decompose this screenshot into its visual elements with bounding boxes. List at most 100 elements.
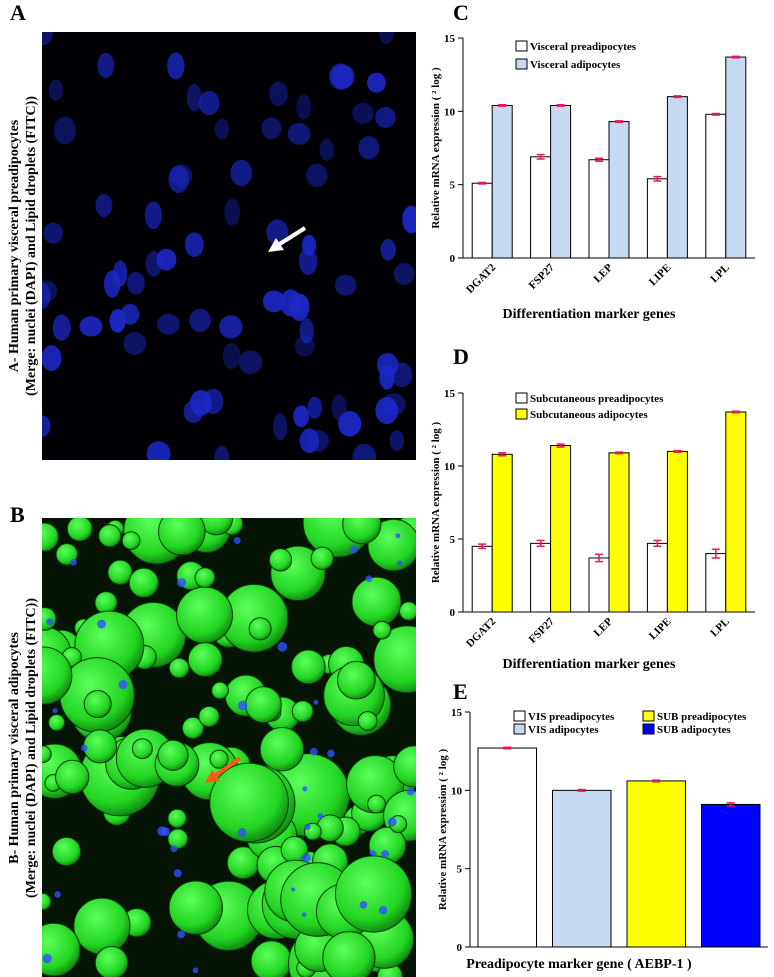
- droplet: [268, 548, 293, 572]
- nucleus: [273, 413, 288, 441]
- x-tick-label: FSP27: [527, 261, 557, 291]
- droplet: [259, 726, 305, 772]
- caption-line: (Merge: nuclei (DAPI) and Lipid droplets…: [24, 96, 39, 396]
- droplet: [42, 745, 52, 764]
- error-bar: [478, 181, 487, 185]
- nucleus: [395, 533, 401, 539]
- nucleus: [393, 262, 415, 286]
- error-bar: [615, 120, 623, 124]
- nucleus: [338, 411, 362, 437]
- legend-swatch: [515, 392, 528, 404]
- legend-label: SUB preadipocytes: [657, 711, 747, 723]
- nucleus: [96, 619, 107, 629]
- error-bar: [711, 112, 720, 116]
- droplet: [107, 559, 133, 585]
- x-axis-title: Differentiation marker genes: [503, 307, 676, 322]
- droplet: [310, 546, 334, 571]
- nucleus: [327, 749, 335, 758]
- nucleus: [402, 205, 416, 234]
- droplet: [82, 729, 118, 764]
- nucleus: [42, 415, 51, 437]
- error-bar: [503, 746, 512, 750]
- bar: [608, 121, 630, 259]
- error-bar: [498, 452, 507, 457]
- x-axis-title: Differentiation marker genes: [503, 657, 676, 672]
- bar: [666, 450, 688, 613]
- bar: [646, 178, 668, 259]
- nucleus: [192, 967, 199, 974]
- nucleus: [262, 290, 285, 313]
- nucleus: [397, 560, 403, 566]
- nucleus: [296, 94, 312, 120]
- x-tick-label: LPL: [708, 616, 732, 640]
- droplet: [322, 931, 376, 977]
- droplet: [167, 828, 189, 850]
- x-tick-label: FSP27: [527, 615, 557, 645]
- caption: A- Human primary visceral preadipocytes …: [7, 96, 39, 396]
- panel-label: D: [453, 344, 469, 369]
- y-axis-label: Relative mRNA expression ( ² log ): [430, 421, 442, 583]
- nucleus: [186, 83, 202, 112]
- error-bar: [673, 449, 682, 453]
- droplet: [167, 808, 187, 829]
- bar: [530, 542, 552, 613]
- nucleus: [378, 906, 388, 915]
- legend-label: VIS adipocytes: [528, 724, 599, 736]
- nucleus: [157, 313, 180, 335]
- droplet: [248, 617, 272, 641]
- nucleus: [168, 165, 190, 193]
- droplet: [209, 762, 289, 843]
- legend-swatch: [515, 408, 528, 420]
- nucleus: [280, 289, 302, 317]
- nucleus: [42, 283, 51, 309]
- nucleus: [261, 117, 282, 140]
- nucleus: [42, 32, 53, 45]
- y-tick-label: 15: [451, 707, 463, 719]
- droplet: [73, 897, 131, 955]
- caption-line: (Merge: nuclei (DAPI) and Lipid droplets…: [24, 598, 39, 898]
- bar: [491, 453, 513, 613]
- droplet: [209, 749, 229, 769]
- droplet: [121, 531, 141, 550]
- droplet: [128, 567, 159, 598]
- legend-swatch: [642, 723, 655, 735]
- nucleus: [43, 222, 63, 244]
- arrow-head: [268, 238, 284, 252]
- bar: [552, 789, 612, 948]
- error-bar: [731, 410, 740, 414]
- error-bar: [498, 103, 507, 107]
- error-bar: [615, 451, 623, 455]
- nucleus: [127, 271, 145, 295]
- y-tick-label: 10: [444, 106, 456, 118]
- nucleus: [375, 397, 399, 425]
- nucleus: [42, 280, 58, 302]
- nucleus: [375, 106, 396, 128]
- droplet: [42, 646, 73, 705]
- nucleus: [184, 232, 204, 257]
- y-axis-label: Relative mRNA expression ( ² log ): [437, 748, 449, 910]
- nucleus: [170, 845, 178, 853]
- nucleus: [103, 270, 121, 298]
- droplet: [42, 522, 59, 552]
- error-bar: [556, 443, 565, 448]
- nuclei: [42, 32, 416, 460]
- droplet: [98, 524, 122, 548]
- nucleus: [177, 930, 186, 939]
- error-bar: [595, 553, 603, 563]
- error-bar: [595, 157, 603, 162]
- bar: [471, 545, 493, 613]
- legend-label: Visceral adipocytes: [530, 59, 621, 71]
- error-bar: [653, 175, 662, 182]
- bar: [701, 803, 761, 948]
- x-tick-label: LIPE: [647, 262, 674, 289]
- droplet: [198, 705, 220, 728]
- nucleus: [70, 559, 77, 566]
- nucleus: [293, 405, 309, 428]
- nucleus: [157, 826, 168, 837]
- droplet: [42, 922, 81, 977]
- nucleus: [317, 813, 324, 819]
- x-tick-label: DGAT2: [464, 615, 499, 650]
- nucleus: [173, 869, 182, 878]
- nucleus: [79, 316, 103, 337]
- droplet: [66, 518, 93, 542]
